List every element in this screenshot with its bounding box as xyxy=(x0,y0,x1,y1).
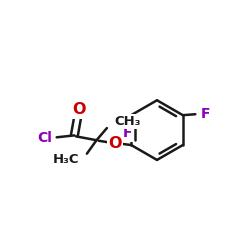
Text: CH₃: CH₃ xyxy=(114,116,141,128)
Text: H₃C: H₃C xyxy=(53,153,79,166)
Text: F: F xyxy=(201,107,210,121)
Text: O: O xyxy=(108,136,122,150)
Text: F: F xyxy=(123,126,132,140)
Text: O: O xyxy=(72,102,86,118)
Text: Cl: Cl xyxy=(37,131,52,145)
